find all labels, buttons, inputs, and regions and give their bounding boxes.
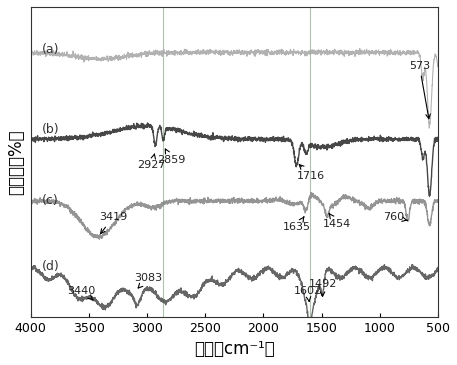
Text: 2927: 2927 — [138, 154, 166, 170]
Text: 3419: 3419 — [99, 212, 128, 234]
Text: 1716: 1716 — [297, 165, 325, 181]
Text: 2859: 2859 — [157, 149, 186, 165]
Y-axis label: 透过率（%）: 透过率（%） — [7, 129, 25, 195]
Text: 1454: 1454 — [323, 214, 351, 229]
Text: 3083: 3083 — [134, 273, 162, 288]
Text: (a): (a) — [42, 43, 60, 56]
Text: 3440: 3440 — [68, 285, 96, 300]
Text: 573: 573 — [409, 61, 430, 119]
X-axis label: 波长（cm⁻¹）: 波长（cm⁻¹） — [194, 340, 275, 358]
Text: 760: 760 — [383, 212, 407, 222]
Text: (b): (b) — [42, 123, 60, 136]
Text: 1602: 1602 — [293, 285, 322, 301]
Text: 1492: 1492 — [308, 279, 337, 296]
Text: 1635: 1635 — [283, 217, 311, 232]
Text: (c): (c) — [42, 195, 59, 207]
Text: (d): (d) — [42, 260, 60, 273]
